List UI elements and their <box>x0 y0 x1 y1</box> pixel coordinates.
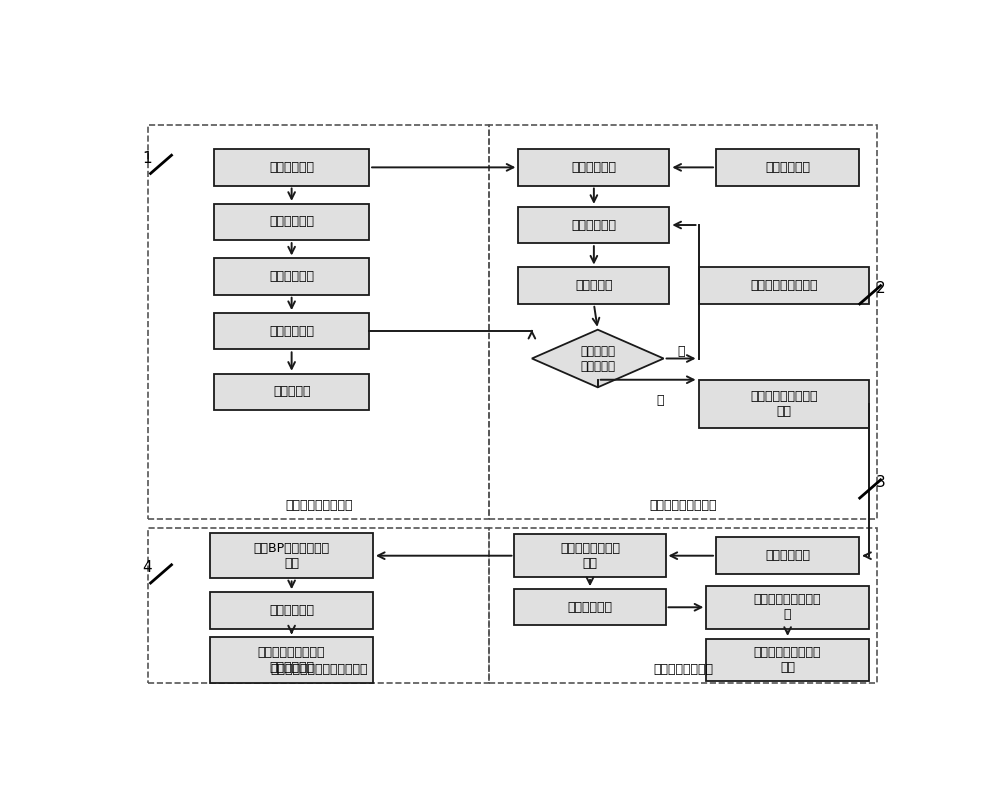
Text: 3: 3 <box>876 475 886 490</box>
Bar <box>514 589 666 626</box>
Text: 创建生产行为: 创建生产行为 <box>269 270 314 283</box>
Text: 2: 2 <box>876 281 885 296</box>
Text: 完成复杂设备孪生体
构建: 完成复杂设备孪生体 构建 <box>750 390 818 418</box>
Text: 设备实体数据: 设备实体数据 <box>765 161 810 174</box>
Text: 数字孪生体建立模块: 数字孪生体建立模块 <box>285 499 352 512</box>
Text: 模型是否匹
配设备实体: 模型是否匹 配设备实体 <box>580 344 615 373</box>
Bar <box>214 149 369 186</box>
Text: 设置BP神经网络训练
参数: 设置BP神经网络训练 参数 <box>254 541 330 570</box>
Text: 1: 1 <box>142 151 152 165</box>
Text: 增加物理属性: 增加物理属性 <box>269 215 314 229</box>
Text: 否: 否 <box>677 344 685 358</box>
Bar <box>706 586 869 629</box>
Text: 4: 4 <box>142 560 152 575</box>
Bar <box>698 267 869 304</box>
Bar <box>210 637 373 683</box>
Text: 建立参数集: 建立参数集 <box>273 385 310 399</box>
Bar <box>518 267 669 304</box>
Text: 将偏差值转换为特征
向里: 将偏差值转换为特征 向里 <box>754 646 821 674</box>
Text: 训练神经网络: 训练神经网络 <box>269 604 314 617</box>
Bar <box>214 374 369 410</box>
Text: 根据参考值计算偏差
值: 根据参考值计算偏差 值 <box>754 593 821 621</box>
Bar <box>716 149 859 186</box>
Text: 建立几何模型: 建立几何模型 <box>269 161 314 174</box>
Text: 模拟生产行为（故
障）: 模拟生产行为（故 障） <box>560 541 620 570</box>
Polygon shape <box>532 329 664 388</box>
Text: 生成模拟数据: 生成模拟数据 <box>571 218 616 232</box>
Bar <box>214 204 369 240</box>
Text: 模拟生产过程: 模拟生产过程 <box>571 161 616 174</box>
Text: 生成模拟数据: 生成模拟数据 <box>568 600 612 614</box>
Bar <box>489 125 877 519</box>
Bar <box>148 529 489 683</box>
Bar <box>489 529 877 683</box>
Text: 计算梯度并调整参数: 计算梯度并调整参数 <box>750 279 818 292</box>
Text: 使用数据进行神经网
络校准和验证: 使用数据进行神经网 络校准和验证 <box>258 646 325 674</box>
Text: 是: 是 <box>656 394 664 407</box>
Bar <box>518 149 669 186</box>
Text: 计算偏差值: 计算偏差值 <box>575 279 613 292</box>
Text: 故障数据生成模块: 故障数据生成模块 <box>653 663 713 676</box>
Text: 故障预测模型训练及验证模块: 故障预测模型训练及验证模块 <box>270 663 368 676</box>
Bar <box>214 258 369 295</box>
Bar <box>518 206 669 243</box>
Bar <box>514 534 666 577</box>
Bar <box>716 537 859 574</box>
Text: 设置故障行为: 设置故障行为 <box>765 549 810 562</box>
Text: 数字孪生体校准模块: 数字孪生体校准模块 <box>649 499 717 512</box>
Bar <box>210 533 373 578</box>
Bar <box>698 380 869 429</box>
Bar <box>148 125 489 519</box>
Bar <box>214 313 369 349</box>
Bar <box>210 592 373 629</box>
Bar <box>706 639 869 682</box>
Text: 设置行为约束: 设置行为约束 <box>269 325 314 338</box>
